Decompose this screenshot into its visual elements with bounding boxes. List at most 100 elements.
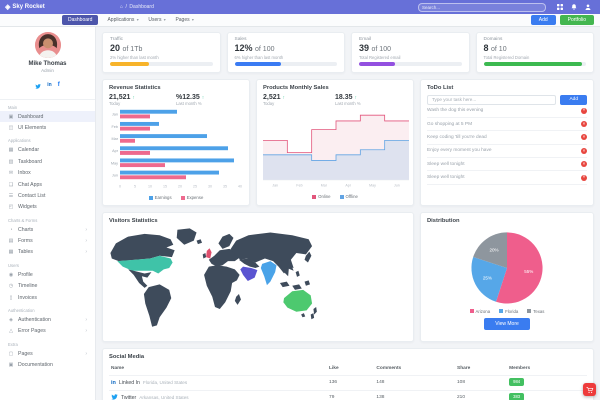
todo-item: Sleep well tonight × — [427, 171, 587, 185]
todo-input-row: Add — [427, 94, 587, 105]
tab-applications[interactable]: Applications ▼ — [107, 17, 140, 23]
sidebar-item-charts[interactable]: ◔ Charts › — [0, 224, 95, 235]
map-row: Visitors Statistics — [102, 211, 594, 342]
sidebar-item-pages[interactable]: ▢ Pages › — [0, 348, 95, 359]
social-media-panel: Social Media Name Like Comments Share Member… — [102, 347, 594, 400]
sidebar-item-forms[interactable]: ▤ Forms › — [0, 235, 95, 246]
map-region-indonesia[interactable] — [279, 279, 311, 290]
delete-todo-icon[interactable]: × — [581, 174, 587, 181]
map-region-canada[interactable] — [110, 233, 175, 261]
pie-slice-texas[interactable] — [473, 231, 507, 268]
sidebar-item-label: Timeline — [18, 283, 38, 290]
sidebar-item-widgets[interactable]: ◰ Widgets — [0, 202, 95, 213]
network-name[interactable]: Linked In — [118, 379, 140, 386]
sidebar-item-tables[interactable]: ▦ Tables › — [0, 247, 95, 258]
map-region-ireland[interactable] — [202, 252, 207, 258]
panel-title: Social Media — [109, 353, 145, 360]
bell-icon[interactable] — [571, 4, 577, 10]
map-region-tasmania[interactable] — [301, 312, 306, 317]
map-region-mexico[interactable] — [128, 268, 152, 288]
stat-label: Traffic — [110, 37, 124, 42]
todo-add-button[interactable]: Add — [560, 94, 587, 105]
map-region-new-zealand[interactable] — [310, 306, 317, 319]
sidebar-item-ui-elements[interactable]: ◫ UI Elements — [0, 122, 95, 133]
map-region-middle-east[interactable] — [238, 257, 260, 268]
todo-item: Enjoy every moment you have × — [427, 145, 587, 159]
members-badge: 383 — [509, 393, 525, 400]
svg-text:May: May — [369, 184, 376, 188]
sidebar-item-calendar[interactable]: ▦ Calendar — [0, 145, 95, 156]
map-region-africa[interactable] — [204, 264, 240, 309]
linkedin-icon[interactable]: in — [47, 82, 52, 88]
sidebar-item-contact-list[interactable]: ☰ Contact List — [0, 190, 95, 201]
map-region-indochina[interactable] — [278, 259, 294, 276]
progress-bar — [234, 62, 337, 66]
todo-list: Wash the dog this evening × Go shopping at… — [427, 105, 587, 185]
social-table-header: Name Like Comments Share Members — [109, 360, 587, 375]
stat-label: Sales — [234, 37, 247, 42]
sidebar-item-profile[interactable]: ◉ Profile — [0, 269, 95, 280]
home-icon[interactable]: ⌂ — [120, 4, 124, 10]
trend-up-icon: ↑ — [282, 94, 285, 101]
delete-todo-icon[interactable]: × — [581, 134, 587, 141]
add-button[interactable]: Add — [530, 14, 556, 26]
map-region-iceland[interactable] — [196, 238, 203, 244]
todo-input[interactable] — [427, 94, 557, 105]
sidebar-item-timeline[interactable]: ◷ Timeline — [0, 281, 95, 292]
stat-caption: Total Registered email — [359, 54, 401, 60]
revenue-today-value: 21,521 — [109, 93, 131, 101]
pie-slice-arizona[interactable] — [496, 231, 543, 304]
map-region-greenland[interactable] — [176, 227, 197, 245]
sidebar-item-error-pages[interactable]: △ Error Pages › — [0, 326, 95, 337]
map-region-india[interactable] — [260, 260, 277, 285]
network-name[interactable]: Twitter — [121, 394, 137, 400]
portfolio-button[interactable]: Portfolio — [559, 14, 594, 26]
map-region-philippines[interactable] — [295, 270, 300, 277]
sidebar-item-chat-apps[interactable]: ❑ Chat Apps — [0, 179, 95, 190]
twitter-icon[interactable] — [35, 76, 42, 94]
sidebar-item-authentication[interactable]: ◈ Authentication › — [0, 314, 95, 325]
sidebar-item-inbox[interactable]: ✉ Inbox — [0, 168, 95, 179]
panel-title: ToDo List — [427, 84, 454, 91]
delete-todo-icon[interactable]: × — [581, 107, 587, 114]
map-region-south-america[interactable] — [143, 283, 172, 327]
legend-online: Online — [312, 194, 331, 199]
map-region-europe[interactable] — [208, 248, 241, 267]
tab-dashboard[interactable]: Dashboard — [62, 15, 99, 25]
map-region-madagascar[interactable] — [234, 293, 241, 305]
floating-action-button[interactable] — [583, 383, 596, 396]
search-input[interactable] — [422, 4, 542, 10]
apps-grid-icon[interactable] — [557, 4, 563, 10]
trend-up-icon: ↑ — [354, 94, 357, 101]
view-more-button[interactable]: View More — [484, 317, 530, 330]
sidebar-item-documentation[interactable]: ▣ Documentation — [0, 359, 95, 370]
sidebar-item-taskboard[interactable]: ▥ Taskboard — [0, 156, 95, 167]
sidebar-item-dashboard[interactable]: ▣ Dashboard — [0, 111, 95, 123]
dashboard-icon: ▣ — [8, 113, 14, 120]
map-region-saudi-arabia[interactable] — [240, 266, 258, 281]
delete-todo-icon[interactable]: × — [581, 147, 587, 154]
map-region-united-kingdom[interactable] — [206, 247, 212, 258]
avatar[interactable] — [34, 32, 61, 58]
visitors-statistics-panel: Visitors Statistics — [102, 211, 414, 342]
tab-pages[interactable]: Pages ▼ — [175, 17, 195, 23]
products-today-caption: Today — [263, 101, 275, 106]
map-region-scandinavia[interactable] — [218, 233, 234, 249]
map-region-japan[interactable] — [304, 251, 312, 263]
sidebar-item-invoices[interactable]: ▯ Invoices — [0, 292, 95, 303]
map-region-united-states[interactable] — [117, 255, 173, 273]
user-icon[interactable] — [585, 4, 591, 10]
products-today-value: 2,521 — [263, 93, 281, 101]
world-map[interactable] — [109, 227, 321, 335]
facebook-icon[interactable]: f — [57, 82, 60, 88]
map-region-asia[interactable] — [230, 231, 313, 273]
todo-item-text: Sleep well tonight — [427, 175, 465, 181]
map-region-australia[interactable] — [283, 289, 313, 312]
delete-todo-icon[interactable]: × — [581, 120, 587, 128]
tab-users[interactable]: Users ▼ — [148, 17, 167, 23]
sidebar-item-label: Forms — [18, 238, 33, 245]
revenue-chart-legend: Earnings Expense — [109, 195, 243, 200]
brand-logo[interactable]: ◈ Sky Rocket — [0, 4, 96, 11]
delete-todo-icon[interactable]: × — [581, 161, 587, 168]
pie-slice-florida[interactable] — [471, 256, 507, 302]
